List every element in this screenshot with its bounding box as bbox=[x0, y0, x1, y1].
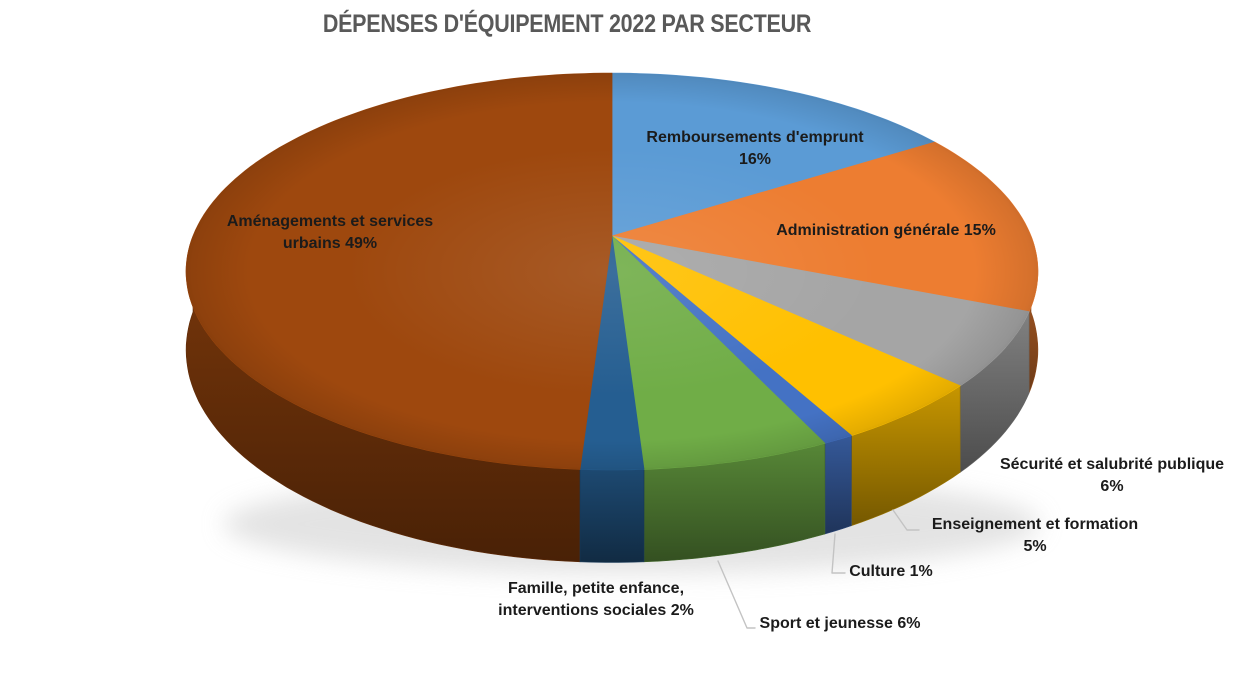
slice-label-line: Aménagements et services bbox=[226, 213, 434, 230]
slice-label-line: Sécurité et salubrité publique bbox=[999, 456, 1225, 473]
slice-label-remboursements-d-emprunt: Remboursements d'emprunt 16% bbox=[646, 127, 863, 171]
slice-label-line: 16% bbox=[738, 151, 772, 168]
slice-label-line: 5% bbox=[1023, 538, 1047, 555]
slice-label-line: Sport et jeunesse 6% bbox=[759, 615, 921, 632]
slice-label-line: Culture 1% bbox=[849, 563, 933, 580]
slice-label-famille-petite-enfance-interventions-sociales: Famille, petite enfance, interventions so… bbox=[498, 578, 694, 622]
slice-label-sport-et-jeunesse: Sport et jeunesse 6% bbox=[760, 613, 921, 635]
slice-label-line: 6% bbox=[1100, 478, 1124, 495]
slice-label-securite-et-salubrite-publique: Sécurité et salubrité publique 6% bbox=[1000, 454, 1224, 498]
leader-line-culture bbox=[831, 533, 846, 574]
pie-slice-side-famille-petite-enfance-interventions-sociales bbox=[579, 468, 645, 563]
slice-label-line: Administration générale 15% bbox=[776, 222, 996, 239]
slice-label-administration-generale: Administration générale 15% bbox=[776, 220, 996, 242]
slice-label-line: Famille, petite enfance, bbox=[507, 580, 685, 597]
slice-label-culture: Culture 1% bbox=[849, 561, 933, 583]
leader-line-enseignement-et-formation bbox=[892, 509, 920, 531]
slice-label-amenagements-et-services-urbains: Aménagements et services urbains 49% bbox=[227, 211, 433, 255]
slice-label-enseignement-et-formation: Enseignement et formation 5% bbox=[932, 514, 1138, 558]
slice-label-line: urbains 49% bbox=[282, 235, 378, 252]
slice-label-line: Enseignement et formation bbox=[931, 516, 1139, 533]
slice-label-line: interventions sociales 2% bbox=[498, 602, 694, 619]
slice-label-line: Remboursements d'emprunt bbox=[646, 129, 864, 146]
pie-slice-side-culture bbox=[824, 435, 852, 535]
chart-title: DÉPENSES D'ÉQUIPEMENT 2022 PAR SECTEUR bbox=[322, 10, 812, 38]
leader-line-sport-et-jeunesse bbox=[717, 560, 756, 629]
